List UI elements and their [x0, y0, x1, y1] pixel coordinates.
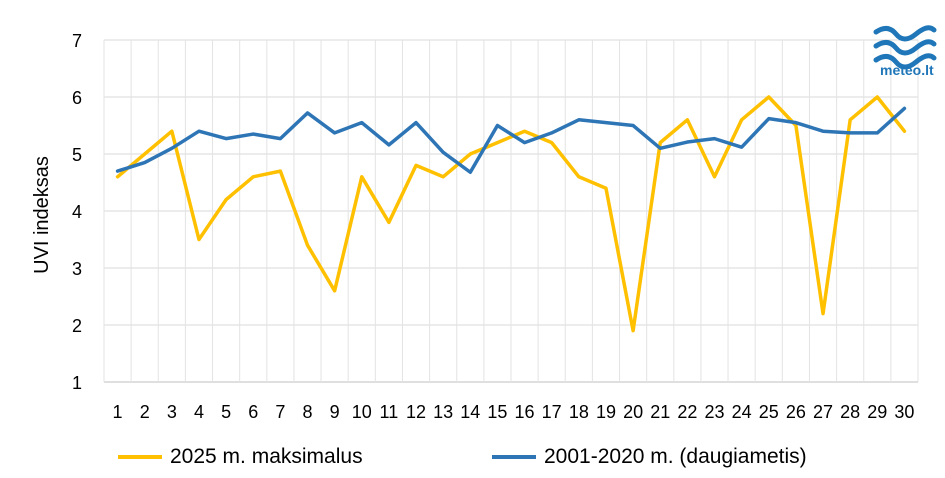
x-tick-label: 6 — [248, 402, 258, 422]
legend-label-series-1: 2025 m. maksimalus — [170, 445, 363, 468]
legend-label-series-2: 2001-2020 m. (daugiametis) — [544, 445, 807, 468]
x-tick-label: 15 — [487, 402, 507, 422]
x-tick-label: 28 — [840, 402, 860, 422]
y-tick-label: 5 — [72, 145, 82, 165]
x-tick-label: 4 — [194, 402, 204, 422]
x-tick-label: 26 — [786, 402, 806, 422]
x-tick-label: 5 — [221, 402, 231, 422]
legend-swatch-series-1 — [118, 455, 162, 459]
legend-item-series-2: 2001-2020 m. (daugiametis) — [492, 442, 807, 472]
x-tick-label: 29 — [867, 402, 887, 422]
series-lines — [115, 95, 907, 333]
x-tick-label: 9 — [330, 402, 340, 422]
x-tick-label: 11 — [380, 402, 399, 422]
x-tick-label: 14 — [460, 402, 480, 422]
y-tick-label: 3 — [72, 259, 82, 279]
y-tick-label: 1 — [72, 373, 82, 393]
x-tick-label: 2 — [140, 402, 150, 422]
x-tick-label: 23 — [704, 402, 724, 422]
x-tick-label: 24 — [732, 402, 752, 422]
x-tick-label: 1 — [113, 402, 123, 422]
x-tick-label: 19 — [596, 402, 616, 422]
x-tick-label: 25 — [759, 402, 779, 422]
x-axis-ticks: 1 2 3 4 5 6 7 8 9 10 11 12 13 14 15 16 17 18 19 20 21 22 23 24 2… — [113, 402, 915, 422]
x-tick-label: 13 — [433, 402, 453, 422]
legend-swatch-series-2 — [492, 455, 536, 459]
x-tick-label: 3 — [167, 402, 177, 422]
x-tick-label: 21 — [650, 402, 670, 422]
legend-item-series-1: 2025 m. maksimalus — [118, 442, 363, 472]
logo-text: meteo.lt — [880, 62, 934, 78]
y-tick-label: 2 — [72, 316, 82, 336]
x-tick-label: 20 — [623, 402, 643, 422]
x-tick-label: 22 — [677, 402, 697, 422]
series-line-2 — [115, 106, 907, 174]
y-tick-label: 7 — [72, 31, 82, 51]
y-tick-label: 4 — [72, 202, 82, 222]
wave-logo-icon — [873, 25, 937, 70]
y-axis-ticks: 1 2 3 4 5 6 7 — [72, 31, 82, 393]
series-line-1 — [115, 95, 907, 333]
x-tick-label: 8 — [302, 402, 312, 422]
x-tick-label: 30 — [894, 402, 914, 422]
x-tick-label: 16 — [515, 402, 535, 422]
x-tick-label: 10 — [352, 402, 372, 422]
x-tick-label: 12 — [406, 402, 426, 422]
x-tick-label: 18 — [569, 402, 589, 422]
y-tick-label: 6 — [72, 88, 82, 108]
x-tick-label: 7 — [275, 402, 285, 422]
x-tick-label: 27 — [813, 402, 833, 422]
x-tick-label: 17 — [542, 402, 562, 422]
chart-grid — [103, 39, 919, 383]
y-axis-title: UVI indeksas — [31, 156, 53, 274]
